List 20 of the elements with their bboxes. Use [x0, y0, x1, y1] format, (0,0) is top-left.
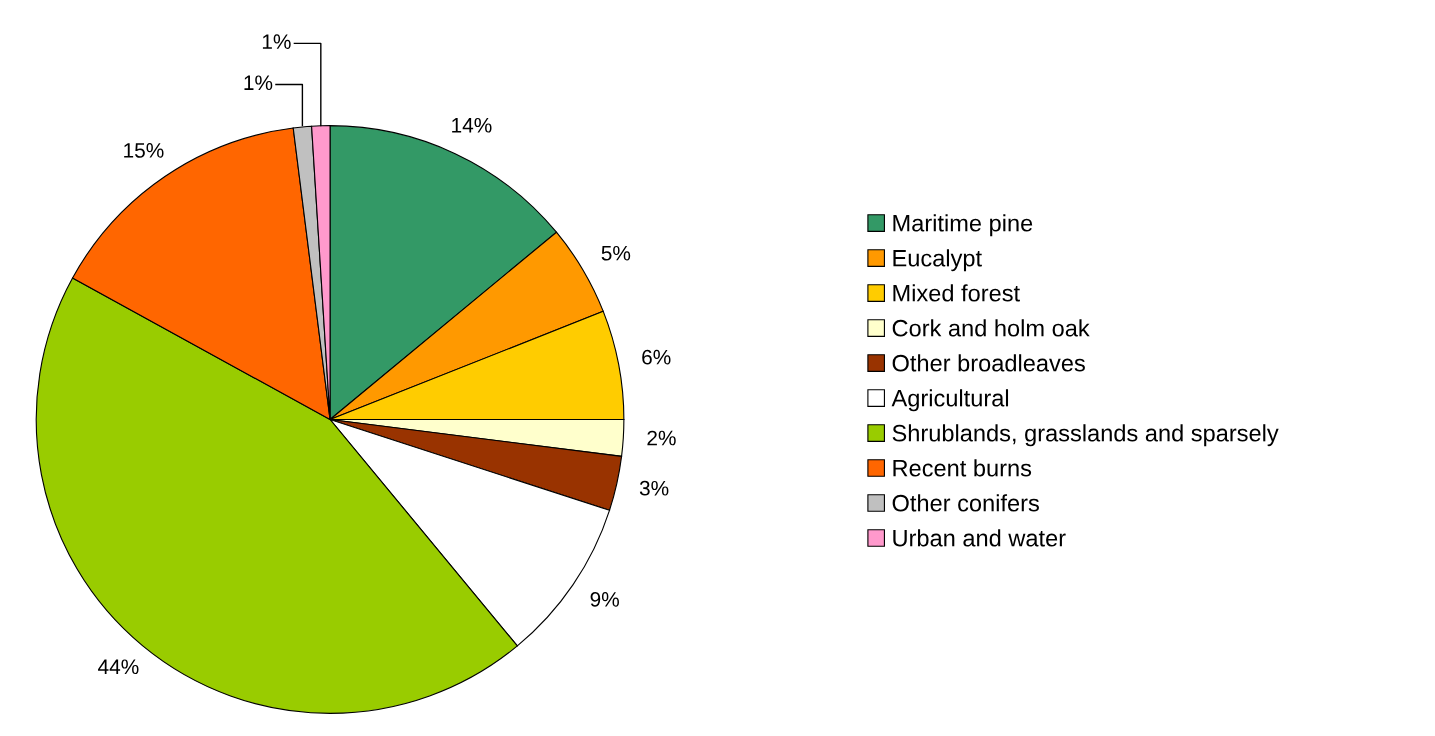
data-label: 15%: [124, 143, 164, 158]
data-label: 1%: [244, 75, 273, 91]
legend-label: Other conifers: [892, 494, 1039, 512]
legend-label: Eucalypt: [893, 249, 982, 272]
data-label: 3%: [639, 480, 669, 496]
data-label: 5%: [601, 245, 631, 261]
data-label: 6%: [642, 349, 671, 365]
legend-label: Maritime pine: [893, 214, 1033, 237]
data-label: 14%: [452, 117, 492, 133]
data-label: 9%: [590, 592, 619, 607]
legend-label: Cork and holm oak: [892, 319, 1090, 337]
legend-label: Recent burns: [893, 459, 1032, 477]
data-label: 44%: [98, 659, 139, 675]
legend-label: Urban and water: [893, 529, 1066, 547]
data-label: 2%: [647, 430, 676, 446]
legend-label: Shrublands, grasslands and sparsely: [892, 424, 1279, 447]
legend-label: Mixed forest: [893, 284, 1020, 302]
data-label: 1%: [262, 34, 291, 49]
legend-label: Other broadleaves: [892, 354, 1085, 372]
legend-label: Agricultural: [891, 389, 1009, 412]
